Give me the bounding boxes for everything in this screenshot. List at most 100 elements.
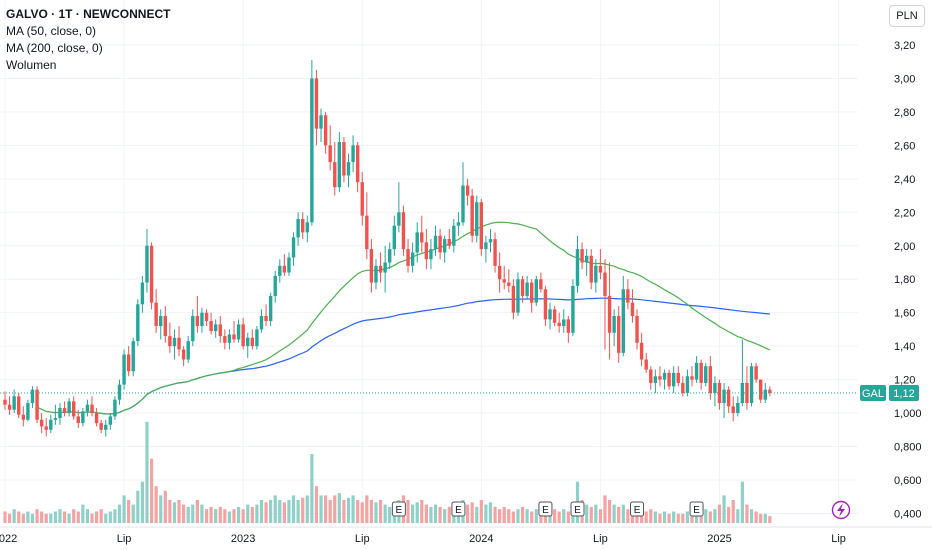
candle: [296, 212, 300, 246]
volume-bar: [182, 504, 186, 523]
candle-body: [488, 239, 493, 243]
candle: [768, 386, 772, 397]
candle: [442, 235, 447, 263]
volume-bar: [104, 513, 108, 523]
candle: [420, 215, 424, 253]
candle: [438, 229, 442, 260]
symbol-title[interactable]: GALVO · 1T · NEWCONNECT: [6, 7, 171, 21]
candle: [342, 137, 346, 183]
x-tick-label: Lip: [593, 533, 608, 545]
candle-body: [617, 316, 621, 353]
volume-bar: [470, 502, 474, 523]
candle-body: [397, 212, 401, 226]
candle: [475, 195, 479, 243]
candle: [392, 215, 396, 256]
volume-bar: [708, 511, 712, 523]
candle-body: [736, 403, 740, 414]
volume-bar: [649, 509, 653, 523]
candle-body: [17, 396, 21, 415]
candle: [328, 125, 332, 171]
candle: [163, 305, 167, 343]
candle-body: [424, 242, 429, 260]
volume-bar: [301, 497, 305, 523]
candle-body: [53, 418, 58, 420]
candle-body: [461, 185, 465, 223]
candle-body: [117, 384, 122, 400]
candle-body: [644, 359, 648, 370]
candle: [168, 322, 172, 353]
candle: [447, 229, 451, 250]
candle: [186, 336, 190, 363]
candle-body: [255, 329, 259, 347]
candle: [401, 205, 406, 256]
volume-bar: [585, 504, 589, 523]
candle: [319, 108, 323, 143]
candle-body: [26, 403, 30, 420]
volume-bar: [365, 495, 369, 523]
candle-body: [113, 399, 117, 417]
volume-bar: [76, 511, 80, 523]
y-tick-label: 2,60: [894, 140, 915, 152]
y-tick-label: 0,400: [894, 508, 922, 520]
ma200-indicator-label[interactable]: MA (200, close, 0): [6, 41, 103, 55]
volume-bar: [232, 509, 236, 523]
candle: [154, 289, 158, 333]
volume-bar: [122, 495, 126, 523]
volume-bar: [360, 502, 364, 523]
volume-bar: [26, 511, 30, 523]
candle: [562, 309, 566, 333]
candle: [543, 285, 548, 327]
candle: [140, 275, 145, 313]
candle: [76, 409, 80, 429]
candle: [259, 309, 264, 333]
candle: [699, 359, 703, 390]
y-tick-label: 3,20: [894, 40, 915, 52]
earnings-marker-label: E: [542, 505, 549, 516]
candle-body: [699, 362, 703, 383]
volume-bar: [154, 486, 158, 523]
volume-indicator-label[interactable]: Wolumen: [6, 58, 57, 72]
candle-body: [465, 185, 470, 196]
candle-body: [232, 334, 236, 340]
volume-bar: [516, 509, 520, 523]
ma50-indicator-label[interactable]: MA (50, close, 0): [6, 24, 97, 38]
volume-bar: [383, 504, 387, 523]
candle: [365, 192, 369, 260]
earnings-marker-box: [391, 501, 406, 517]
volume-bar: [520, 506, 525, 523]
earnings-marker-box: [538, 501, 553, 517]
candle: [759, 379, 763, 404]
candle-body: [172, 337, 177, 347]
volume-bar: [438, 506, 442, 523]
price-tag: GAL 1,12: [860, 384, 919, 401]
volume-bar: [346, 497, 351, 523]
candle-body: [658, 376, 662, 380]
candle-body: [442, 239, 447, 253]
price-tag-value: 1,12: [893, 388, 914, 400]
candle: [58, 403, 62, 425]
volume-bar: [273, 495, 277, 523]
candle: [397, 182, 401, 233]
candle-body: [94, 413, 99, 424]
candle: [236, 319, 241, 343]
volume-bar: [72, 509, 76, 523]
candle-body: [580, 249, 584, 263]
currency-button[interactable]: PLN: [889, 5, 925, 27]
candle: [378, 252, 383, 283]
earnings-marker-label: E: [693, 505, 700, 516]
candle-body: [479, 202, 484, 250]
candle: [131, 337, 135, 377]
candle-body: [12, 396, 16, 410]
volume-bar: [333, 495, 337, 523]
candle: [704, 362, 708, 387]
volume-bar: [113, 509, 117, 523]
candle-body: [713, 382, 717, 393]
candle: [374, 259, 378, 290]
candle-body: [268, 295, 273, 322]
candle: [493, 232, 497, 273]
candle: [255, 326, 259, 350]
candle: [273, 270, 277, 303]
volume-bar: [759, 513, 763, 523]
